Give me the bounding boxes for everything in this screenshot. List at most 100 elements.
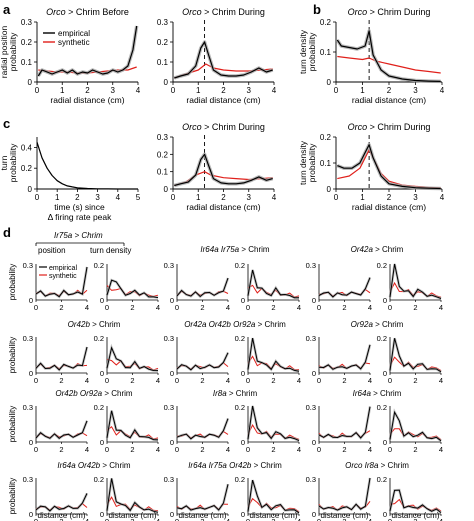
chart-title: Orco > Chrim During <box>182 7 265 17</box>
y-tick-label-zero: 0 <box>100 438 104 447</box>
x-tick-label: 0 <box>246 376 250 385</box>
small-multiple-0-1-position: 0.3 00 2 4 <box>164 261 231 312</box>
x-tick-label: 2 <box>221 193 226 202</box>
small-multiple-1-0-position: 0.3 00 2 4 <box>23 334 90 385</box>
x-tick-label: 3 <box>95 193 100 202</box>
y-tick-label-max: 0.3 <box>306 403 316 412</box>
x-tick-label: 4 <box>156 376 160 385</box>
y-tick-label-max: 0.3 <box>164 334 174 343</box>
x-tick-label: 4 <box>272 193 277 202</box>
x-tick-label: 2 <box>59 517 63 521</box>
y-tick-label-max: 0.3 <box>164 403 174 412</box>
x-tick-label: 0 <box>246 517 250 521</box>
legend-label-empirical: empirical <box>58 29 90 38</box>
y-tick-label-zero: 0 <box>29 510 33 519</box>
x-tick-label: 2 <box>342 445 346 454</box>
x-tick-label: 2 <box>342 517 346 521</box>
series-line-empirical <box>35 346 88 371</box>
x-tick-label: 0 <box>334 193 339 202</box>
x-tick-label: 2 <box>59 303 63 312</box>
y-tick-label-max: 0.3 <box>164 475 174 484</box>
y-tick-label-max: 0.3 <box>306 261 316 270</box>
x-tick-label: 0 <box>105 376 109 385</box>
series-band-empirical <box>318 477 372 512</box>
y-tick-label-zero: 0 <box>312 369 316 378</box>
y-tick-label: 0.1 <box>157 168 169 177</box>
x-tick-label: 2 <box>85 86 90 95</box>
y-tick-label: 0.2 <box>320 133 332 142</box>
series-line-empirical <box>106 346 159 372</box>
y-tick-label-zero: 0 <box>312 438 316 447</box>
small-multiple-2-2-turn-density: 0.2 00 2 4 <box>377 403 444 454</box>
x-tick-label: 2 <box>271 517 275 521</box>
x-tick-label: 2 <box>200 445 204 454</box>
series-line-empirical <box>174 41 273 79</box>
y-tick-label: 0 <box>327 78 332 87</box>
panel-d-x-axis-label: distance (cm) <box>391 511 439 520</box>
y-tick-label-zero: 0 <box>383 369 387 378</box>
series-line-empirical <box>336 30 441 82</box>
x-axis-label: radial distance (cm) <box>50 95 124 105</box>
series-line-empirical <box>247 479 300 514</box>
x-tick-label: 0 <box>246 445 250 454</box>
series-band-empirical <box>176 352 230 372</box>
x-tick-label: 0 <box>388 445 392 454</box>
x-tick-label: 1 <box>60 86 65 95</box>
series-band-empirical <box>246 269 300 300</box>
x-tick-label: 4 <box>439 303 443 312</box>
panel-d-col-position: position <box>38 246 66 255</box>
x-tick-label: 0 <box>388 517 392 521</box>
y-tick-label-max: 0.2 <box>94 334 104 343</box>
x-tick-label: 4 <box>156 517 160 521</box>
y-tick-label-max: 0.3 <box>23 403 33 412</box>
x-tick-label: 1 <box>196 86 201 95</box>
x-tick-label: 4 <box>85 376 89 385</box>
y-tick-label-max: 0.2 <box>94 475 104 484</box>
series-line-empirical <box>106 279 159 299</box>
x-tick-label: 0 <box>388 303 392 312</box>
y-axis-label-line2: probability <box>8 32 18 71</box>
x-tick-label: 0 <box>34 303 38 312</box>
y-tick-label-max: 0.3 <box>23 334 33 343</box>
series-line-empirical <box>318 477 371 511</box>
legend-label-synthetic: synthetic <box>49 273 77 280</box>
x-axis-label: radial distance (cm) <box>352 202 426 212</box>
y-tick-label-max: 0.2 <box>235 261 245 270</box>
series-line-empirical <box>106 478 159 513</box>
small-multiple-3-0-position: 0.3 00 2 4 <box>23 475 90 521</box>
x-tick-label: 4 <box>368 517 372 521</box>
x-tick-label: 4 <box>439 517 443 521</box>
legend-label-empirical: empirical <box>49 265 77 272</box>
x-tick-label: 4 <box>297 517 301 521</box>
series-line-empirical <box>106 410 159 441</box>
chart-title: Orco > Chrim During <box>348 122 431 132</box>
x-tick-label: 2 <box>271 303 275 312</box>
x-tick-label: 2 <box>130 303 134 312</box>
x-tick-label: 0 <box>34 376 38 385</box>
x-tick-label: 0 <box>105 303 109 312</box>
x-tick-label: 4 <box>439 445 443 454</box>
x-tick-label: 1 <box>360 86 365 95</box>
y-axis-label: turn density <box>298 140 308 185</box>
small-multiple-title: Ir64a Or42b > Chrim <box>57 461 130 470</box>
x-tick-label: 0 <box>246 303 250 312</box>
x-tick-label: 0 <box>105 517 109 521</box>
panel-d-x-axis-label: distance (cm) <box>249 511 297 520</box>
x-tick-label: 4 <box>440 193 445 202</box>
y-tick-label-zero: 0 <box>383 438 387 447</box>
small-multiple-1-0-turn-density: 0.2 00 2 4 <box>94 334 161 385</box>
x-tick-label: 0 <box>171 193 176 202</box>
panel-d-y-axis-label: probability <box>8 478 17 514</box>
y-tick-label-max: 0.2 <box>94 261 104 270</box>
x-tick-label: 3 <box>247 193 252 202</box>
y-tick-label: 0 <box>164 185 169 194</box>
series-line-empirical <box>176 484 229 511</box>
x-tick-label: 2 <box>413 376 417 385</box>
x-axis-label: time (s) since <box>54 202 105 212</box>
series-line-empirical <box>35 420 88 439</box>
y-tick-label-zero: 0 <box>383 296 387 305</box>
y-tick-label-max: 0.2 <box>377 261 387 270</box>
